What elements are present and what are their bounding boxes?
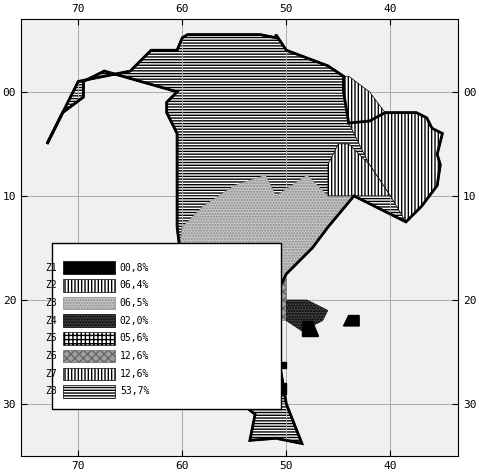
Text: Z3: Z3	[46, 298, 57, 308]
Bar	[63, 332, 114, 345]
Bar	[63, 314, 114, 327]
Bar	[63, 261, 114, 274]
Text: 06,5%: 06,5%	[120, 298, 149, 308]
Text: Z2: Z2	[46, 280, 57, 290]
Text: 12,6%: 12,6%	[120, 351, 149, 361]
Text: 02,0%: 02,0%	[120, 316, 149, 326]
Polygon shape	[203, 279, 286, 342]
Text: Z6: Z6	[46, 351, 57, 361]
Bar	[63, 350, 114, 362]
Text: 06,4%: 06,4%	[120, 280, 149, 290]
Polygon shape	[343, 315, 359, 326]
Polygon shape	[281, 362, 286, 368]
Polygon shape	[343, 76, 443, 222]
Bar	[63, 368, 114, 380]
Text: 53,7%: 53,7%	[120, 387, 149, 397]
Polygon shape	[286, 300, 328, 331]
Text: Z4: Z4	[46, 316, 57, 326]
Bar	[52, 243, 281, 409]
Text: Z8: Z8	[46, 387, 57, 397]
Polygon shape	[328, 144, 390, 196]
Text: 00,8%: 00,8%	[120, 263, 149, 273]
Text: 12,6%: 12,6%	[120, 369, 149, 379]
Polygon shape	[47, 35, 443, 444]
Text: Z5: Z5	[46, 333, 57, 343]
Bar	[63, 385, 114, 398]
Polygon shape	[281, 383, 286, 394]
Text: 05,6%: 05,6%	[120, 333, 149, 343]
Polygon shape	[302, 321, 318, 336]
Text: Z1: Z1	[46, 263, 57, 273]
Bar	[63, 279, 114, 292]
Polygon shape	[177, 175, 354, 305]
Polygon shape	[203, 279, 286, 342]
Text: Z7: Z7	[46, 369, 57, 379]
Bar	[63, 297, 114, 309]
